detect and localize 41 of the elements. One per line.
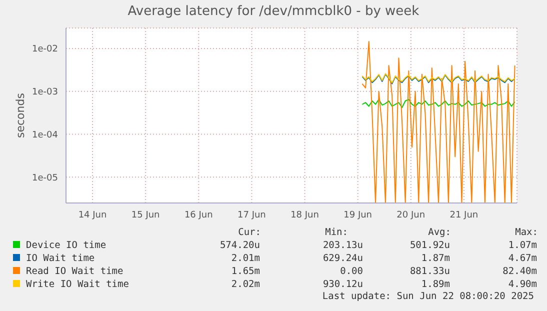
line-series <box>362 98 516 108</box>
x-tick-label: 21 Jun <box>450 210 478 220</box>
y-tick-label: 1e-05 <box>32 173 58 184</box>
text: 1.87m <box>420 252 451 265</box>
x-tick-label: 16 Jun <box>184 210 213 220</box>
text: 930.12u <box>322 278 364 291</box>
y-axis-title: seconds <box>14 92 27 138</box>
text: 203.13u <box>322 239 364 252</box>
y-tick-label: 1e-03 <box>32 88 58 98</box>
line-series <box>362 41 516 203</box>
x-tick-label: 20 Jun <box>396 210 426 220</box>
x-tick-label: 15 Jun <box>131 210 160 220</box>
text: 0.00 <box>339 265 364 278</box>
text: 4.67m <box>507 252 538 265</box>
text: 2.02m <box>230 278 261 291</box>
text: 501.92u <box>408 239 451 252</box>
legend-label: Read IO Wait time <box>25 265 124 278</box>
text: 1.07m <box>507 239 538 252</box>
legend-label: Write IO Wait time <box>25 278 130 291</box>
legend-label: IO Wait time <box>25 252 96 265</box>
x-tick-label: 18 Jun <box>290 210 319 220</box>
text: 881.33u <box>408 265 451 278</box>
x-tick-label: 14 Jun <box>78 210 107 220</box>
text: 2.01m <box>230 252 261 265</box>
chart-title: Average latency for /dev/mmcblk0 - by week <box>126 4 420 19</box>
text: 1.65m <box>230 265 261 278</box>
legend-label: Device IO time <box>25 239 108 252</box>
text: Avg: <box>427 226 451 239</box>
text: 1.89m <box>420 278 451 291</box>
text: Last update: Sun Jun 22 08:00:20 2025 <box>321 291 534 302</box>
x-tick-label: 19 Jun <box>344 210 372 220</box>
text: 4.90m <box>507 278 538 291</box>
text: 629.24u <box>322 252 364 265</box>
text: Min: <box>324 226 349 239</box>
x-tick-label: 17 Jun <box>238 210 266 220</box>
text: 574.20u <box>218 239 261 252</box>
y-tick-label: 1e-04 <box>32 130 58 140</box>
text: Max: <box>514 226 538 239</box>
y-tick-label: 1e-02 <box>32 44 58 55</box>
text: Cur: <box>237 226 261 239</box>
text: 82.40m <box>502 265 538 278</box>
